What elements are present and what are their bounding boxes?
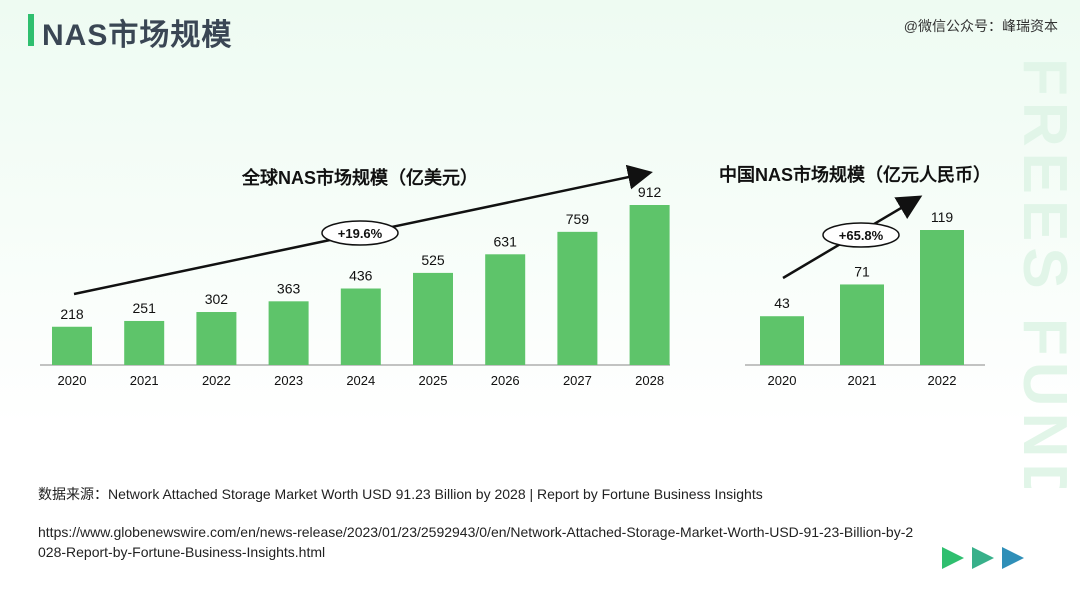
data-label-2025: 525 bbox=[421, 252, 445, 268]
data-label-2026: 631 bbox=[494, 233, 518, 249]
watermark: FREES FUND bbox=[1010, 58, 1079, 488]
growth-rate-label: +65.8% bbox=[839, 228, 884, 243]
china-chart: 中国NAS市场规模（亿元人民币） 43 2020 71 2021 119 2022 +65.8… bbox=[719, 164, 991, 388]
wechat-credit: @微信公众号：峰瑞资本 bbox=[903, 18, 1058, 34]
play-arrows-icon bbox=[942, 547, 1024, 569]
title-accent-bar bbox=[28, 14, 34, 46]
tick-label-2022: 2022 bbox=[202, 373, 231, 388]
data-label-2020: 43 bbox=[774, 295, 790, 311]
data-label-2021: 71 bbox=[854, 263, 870, 279]
bar-2023 bbox=[268, 301, 309, 365]
tick-label-2021: 2021 bbox=[130, 373, 159, 388]
data-label-2023: 363 bbox=[277, 280, 301, 296]
data-label-2028: 912 bbox=[638, 184, 662, 200]
source-text: 数据来源：Network Attached Storage Market Wor… bbox=[38, 486, 763, 502]
chart-title: 全球NAS市场规模（亿美元） bbox=[241, 167, 478, 188]
growth-rate-label: +19.6% bbox=[338, 226, 383, 241]
tick-label-2020: 2020 bbox=[58, 373, 87, 388]
data-label-2022: 302 bbox=[205, 291, 229, 307]
tick-label-2027: 2027 bbox=[563, 373, 592, 388]
data-label-2024: 436 bbox=[349, 268, 373, 284]
tick-label-2022: 2022 bbox=[928, 373, 957, 388]
arrow-2-icon bbox=[972, 547, 994, 569]
arrow-3-icon bbox=[1002, 547, 1024, 569]
tick-label-2024: 2024 bbox=[346, 373, 375, 388]
bar-2020 bbox=[760, 316, 804, 365]
tick-label-2026: 2026 bbox=[491, 373, 520, 388]
bar-2024 bbox=[340, 288, 381, 365]
tick-label-2020: 2020 bbox=[768, 373, 797, 388]
bar-2028 bbox=[629, 205, 670, 365]
bar-2021 bbox=[124, 320, 165, 365]
chart-title: 中国NAS市场规模（亿元人民币） bbox=[719, 164, 991, 185]
data-label-2027: 759 bbox=[566, 211, 590, 227]
bar-2020 bbox=[52, 326, 92, 365]
source-url: https://www.globenewswire.com/en/news-re… bbox=[38, 524, 914, 560]
growth-badge bbox=[321, 220, 399, 246]
bar-2022 bbox=[196, 312, 237, 365]
data-label-2022: 119 bbox=[931, 209, 954, 225]
tick-label-2028: 2028 bbox=[635, 373, 664, 388]
tick-label-2023: 2023 bbox=[274, 373, 303, 388]
tick-label-2025: 2025 bbox=[419, 373, 448, 388]
page-title: NAS市场规模 bbox=[42, 19, 233, 52]
data-label-2021: 251 bbox=[133, 300, 157, 316]
bar-2021 bbox=[840, 284, 884, 365]
data-label-2020: 218 bbox=[60, 306, 84, 322]
global-chart: 全球NAS市场规模（亿美元） 218 2020 251 2021 302 2022 363 20… bbox=[40, 164, 670, 388]
arrow-1-icon bbox=[942, 547, 964, 569]
tick-label-2021: 2021 bbox=[848, 373, 877, 388]
bar-2022 bbox=[920, 230, 964, 365]
bar-2025 bbox=[413, 272, 453, 365]
bar-2026 bbox=[485, 254, 526, 365]
growth-badge bbox=[822, 222, 900, 248]
bar-2027 bbox=[557, 231, 598, 365]
